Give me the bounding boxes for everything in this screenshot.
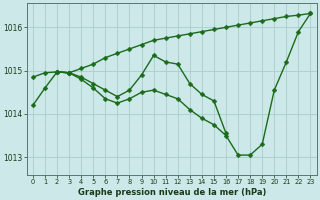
- X-axis label: Graphe pression niveau de la mer (hPa): Graphe pression niveau de la mer (hPa): [77, 188, 266, 197]
